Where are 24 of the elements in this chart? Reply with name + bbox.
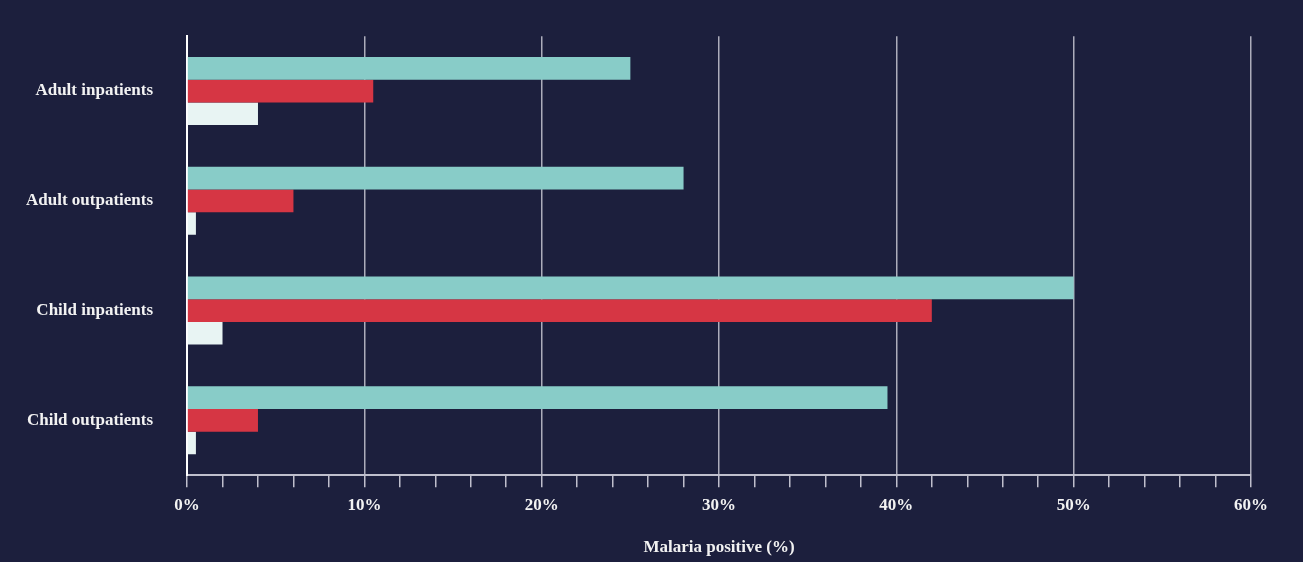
y-tick-label: Adult inpatients: [35, 80, 154, 100]
bar: [187, 321, 223, 345]
x-tick-label: 50%: [1056, 494, 1091, 514]
bar: [187, 166, 684, 190]
bar: [187, 189, 294, 213]
bar: [187, 408, 258, 432]
bar: [187, 276, 1074, 300]
y-tick-label: Child inpatients: [36, 299, 154, 319]
y-tick-label: Adult outpatients: [25, 190, 154, 210]
bar: [187, 431, 196, 455]
bar: [187, 102, 258, 126]
bar: [187, 57, 631, 80]
x-tick-label: 10%: [347, 494, 382, 514]
bar: [187, 79, 374, 103]
x-tick-label: 60%: [1234, 494, 1268, 514]
x-axis-title: Malaria positive (%): [643, 537, 795, 557]
x-tick-label: 40%: [879, 494, 914, 514]
x-tick-label: 20%: [524, 494, 559, 514]
y-tick-label: Child outpatients: [26, 409, 154, 429]
bar: [187, 212, 196, 235]
bar: [187, 299, 932, 322]
bar: [187, 386, 888, 409]
x-tick-label: 30%: [702, 494, 737, 514]
x-tick-label: 0%: [174, 494, 200, 514]
